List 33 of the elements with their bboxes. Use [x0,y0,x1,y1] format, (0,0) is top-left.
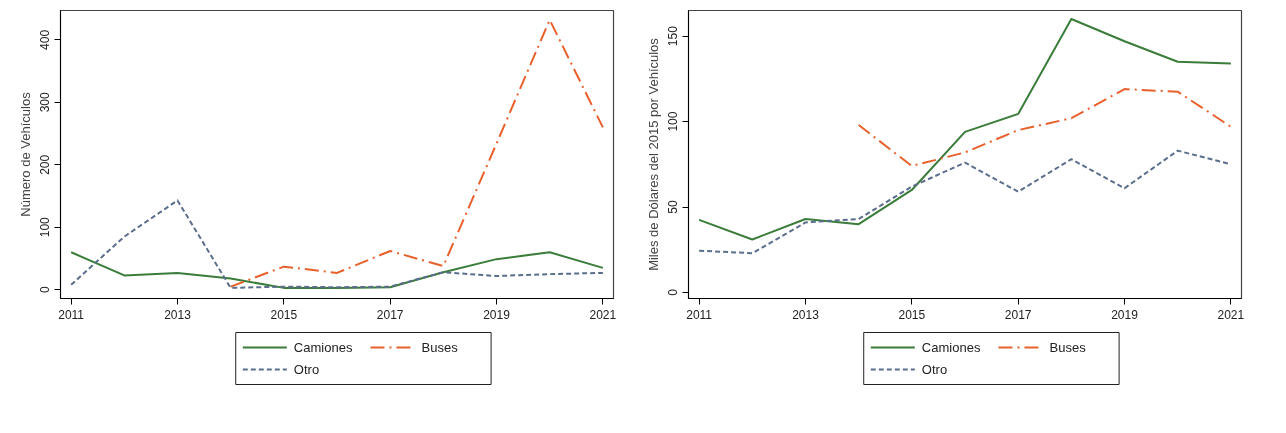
x-tick-label: 2021 [589,307,617,322]
legend-label: Otro [921,362,948,377]
x-tick-label: 2013 [792,307,820,322]
legend-label: Buses [1049,340,1087,355]
x-tick-label: 2019 [1111,307,1139,322]
x-tick-label: 2019 [483,307,511,322]
x-tick-label: 2017 [1004,307,1032,322]
legend-label: Camiones [921,340,981,355]
y-tick-label: 0 [38,286,53,294]
x-tick-label: 2017 [376,307,404,322]
line-series [70,251,604,289]
y-axis-title: Miles de Dólares del 2015 por Vehículos [645,37,661,271]
y-tick-label: 150 [666,25,681,47]
y-tick-label: 100 [666,111,681,132]
line-series [70,199,604,289]
y-tick-label: 50 [666,200,681,214]
y-tick-label: 300 [38,92,53,113]
x-tick-label: 2011 [58,307,85,322]
y-axis-title: Número de Vehículos [17,91,33,217]
y-tick-label: 100 [38,216,53,238]
legend-label: Camiones [293,340,353,355]
x-tick-label: 2021 [1217,307,1245,322]
legend-label: Otro [293,362,320,377]
line-series [698,18,1232,241]
line-series [857,88,1232,168]
y-tick-label: 0 [666,288,681,296]
x-tick-label: 2015 [898,307,926,322]
y-tick-label: 200 [38,154,53,175]
legend-label: Buses [421,340,459,355]
x-tick-label: 2011 [686,307,713,322]
x-tick-label: 2015 [270,307,298,322]
x-tick-label: 2013 [164,307,192,322]
y-tick-label: 400 [38,29,53,50]
